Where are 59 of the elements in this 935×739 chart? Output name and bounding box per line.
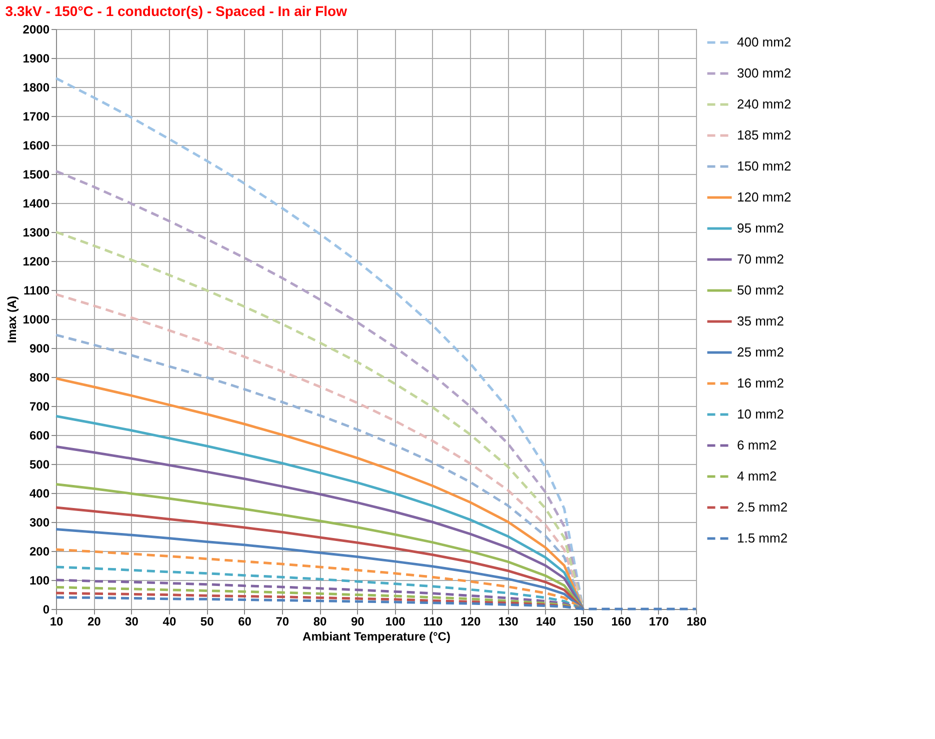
y-tick-label: 1500 (22, 168, 50, 182)
y-tick-label: 2000 (22, 22, 50, 36)
legend-label: 150 mm2 (737, 158, 792, 174)
y-tick-label: 200 (29, 544, 50, 558)
y-tick-label: 1300 (22, 226, 50, 240)
legend-label: 6 mm2 (737, 438, 777, 452)
y-tick-label: 500 (29, 458, 50, 472)
x-tick-label: 180 (686, 614, 707, 628)
y-tick-label: 900 (29, 342, 50, 356)
x-tick-label: 70 (276, 614, 290, 628)
x-tick-label: 130 (498, 614, 519, 628)
chart-title: 3.3kV - 150°C - 1 conductor(s) - Spaced - In air Flow (5, 3, 348, 19)
legend-label: 4 mm2 (737, 468, 777, 484)
y-tick-label: 1600 (22, 138, 50, 152)
x-tick-label: 120 (460, 614, 481, 628)
y-axis-title: Imax (A) (4, 296, 19, 344)
legend-label: 95 mm2 (737, 220, 784, 236)
x-tick-label: 10 (50, 614, 64, 628)
y-tick-label: 400 (29, 486, 50, 500)
x-tick-label: 60 (238, 614, 252, 628)
x-tick-label: 50 (200, 614, 214, 628)
legend-label: 10 mm2 (737, 406, 784, 422)
legend-label: 70 mm2 (737, 252, 784, 266)
y-tick-label: 1000 (22, 312, 50, 326)
y-tick-label: 1400 (22, 196, 50, 210)
legend-label: 185 mm2 (737, 128, 792, 142)
y-tick-label: 100 (29, 574, 50, 588)
y-tick-label: 1800 (22, 80, 50, 94)
x-tick-label: 80 (313, 614, 328, 628)
x-tick-label: 170 (648, 614, 670, 628)
y-tick-label: 1200 (22, 254, 50, 268)
legend-label: 400 mm2 (737, 34, 792, 50)
y-tick-label: 600 (29, 428, 50, 442)
x-tick-label: 90 (350, 614, 365, 628)
y-tick-label: 300 (29, 516, 50, 530)
y-tick-label: 700 (29, 400, 50, 414)
legend-label: 300 mm2 (737, 66, 792, 80)
legend-label: 1.5 mm2 (737, 530, 788, 546)
x-tick-label: 160 (611, 614, 632, 628)
x-tick-label: 100 (385, 614, 406, 628)
y-tick-label: 800 (29, 370, 50, 384)
x-tick-label: 110 (423, 614, 443, 628)
x-tick-label: 140 (536, 614, 556, 628)
y-tick-label: 0 (42, 602, 50, 616)
legend-label: 35 mm2 (737, 314, 784, 328)
legend-label: 2.5 mm2 (737, 500, 788, 514)
legend-label: 25 mm2 (737, 344, 784, 360)
x-tick-label: 20 (87, 614, 102, 628)
x-tick-label: 30 (125, 614, 139, 628)
legend-label: 16 mm2 (737, 376, 784, 390)
legend-label: 50 mm2 (737, 282, 784, 298)
y-tick-label: 1100 (23, 284, 50, 298)
x-tick-label: 40 (162, 614, 176, 628)
legend-label: 120 mm2 (737, 190, 792, 204)
legend-label: 240 mm2 (737, 96, 792, 112)
y-tick-label: 1700 (22, 110, 50, 124)
x-axis-title: Ambiant Temperature (°C) (302, 630, 450, 644)
x-tick-label: 150 (574, 614, 594, 628)
y-tick-label: 1900 (22, 52, 50, 66)
